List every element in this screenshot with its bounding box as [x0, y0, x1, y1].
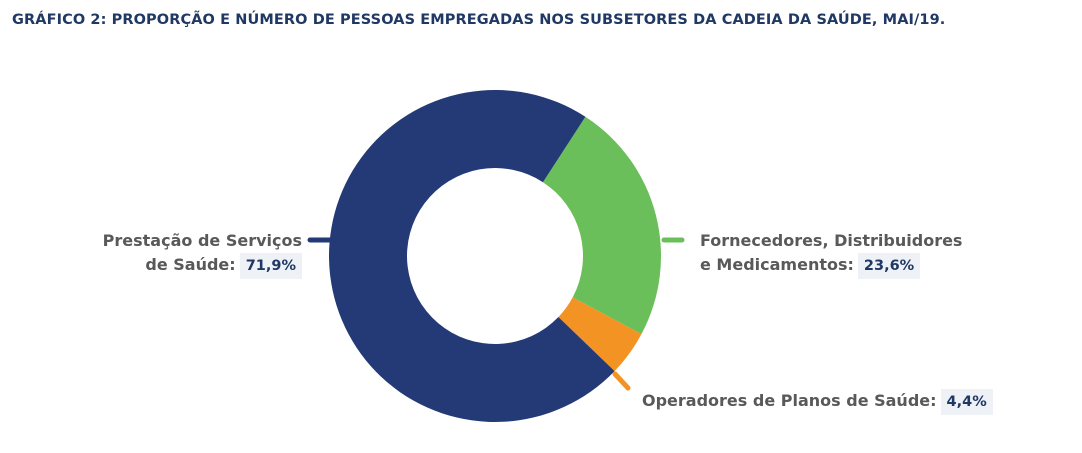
- slice-label-fornecedores-line2: e Medicamentos:: [700, 255, 854, 274]
- slice-label-prestacao: Prestação de Serviços de Saúde: 71,9%: [90, 229, 302, 279]
- slice-label-prestacao-line2: de Saúde:: [145, 255, 236, 274]
- slice-label-fornecedores-line1: Fornecedores, Distribuidores: [700, 231, 963, 250]
- slice-operadores: [558, 297, 642, 372]
- slice-label-prestacao-line1: Prestação de Serviços: [102, 231, 302, 250]
- slice-label-fornecedores: Fornecedores, Distribuidores e Medicamen…: [700, 229, 962, 279]
- slice-fornecedores: [542, 116, 661, 335]
- slice-label-operadores: Operadores de Planos de Saúde: 4,4%: [642, 389, 993, 415]
- slice-value-operadores: 4,4%: [940, 389, 993, 415]
- chart-title: GRÁFICO 2: PROPORÇÃO E NÚMERO DE PESSOAS…: [12, 12, 946, 28]
- slice-prestacao: [329, 89, 615, 422]
- slice-value-prestacao: 71,9%: [239, 253, 302, 279]
- slice-value-fornecedores: 23,6%: [857, 253, 921, 279]
- slice-label-operadores-line1: Operadores de Planos de Saúde:: [642, 391, 937, 410]
- leader-line-operadores: [612, 371, 631, 391]
